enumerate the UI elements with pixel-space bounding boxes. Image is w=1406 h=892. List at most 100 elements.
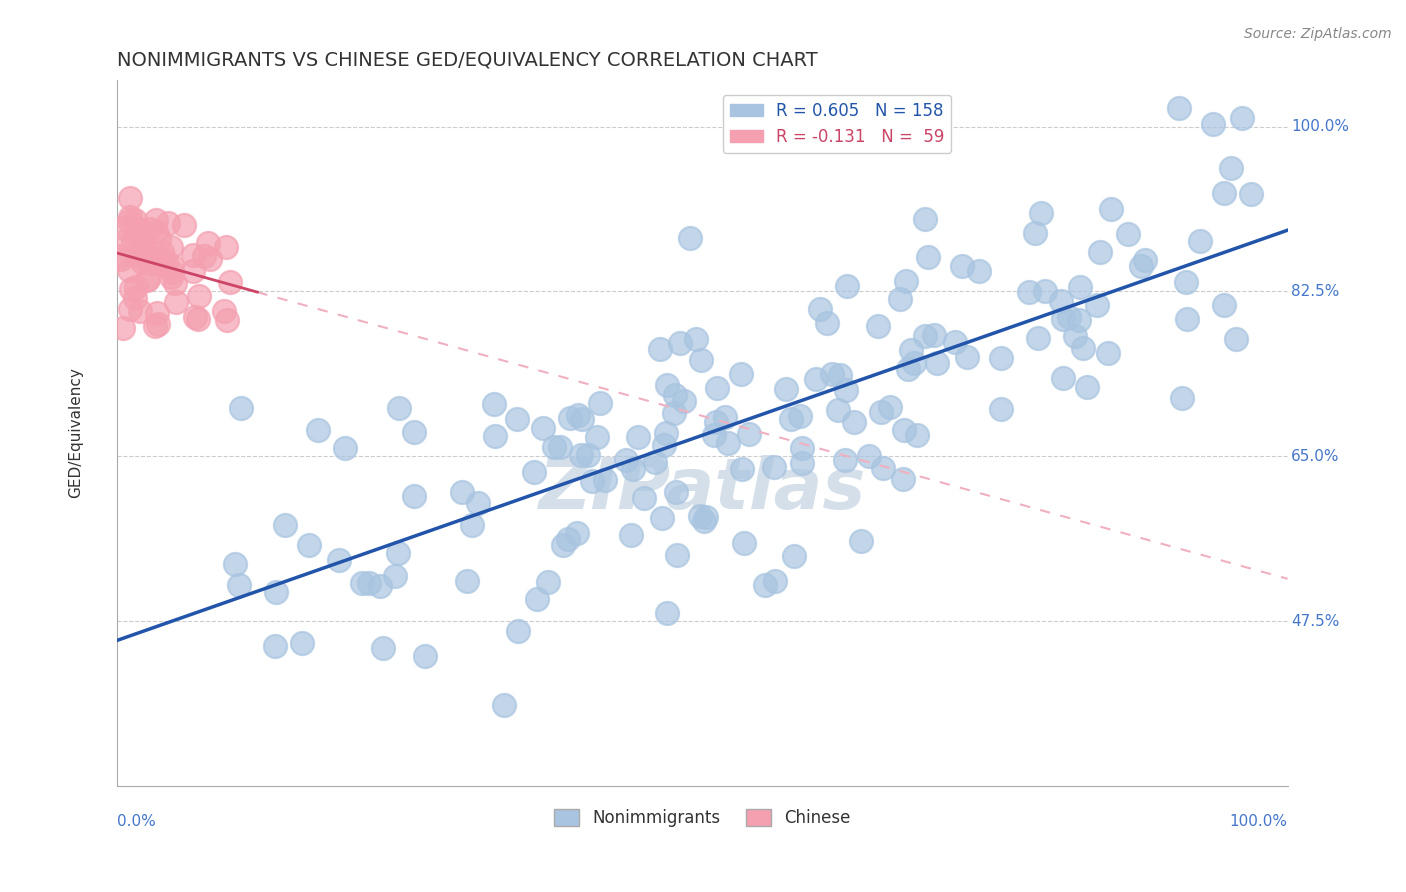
- Point: [806, 371, 828, 385]
- Point: [157, 216, 180, 230]
- Point: [685, 332, 707, 346]
- Point: [1057, 310, 1080, 325]
- Point: [956, 350, 979, 364]
- Point: [917, 250, 939, 264]
- Point: [780, 412, 803, 426]
- Point: [733, 536, 755, 550]
- Point: [844, 415, 866, 429]
- Point: [626, 430, 648, 444]
- Point: [567, 408, 589, 422]
- Point: [1225, 333, 1247, 347]
- Point: [1220, 161, 1243, 176]
- Point: [1232, 111, 1254, 125]
- Point: [621, 462, 644, 476]
- Point: [664, 388, 686, 402]
- Point: [1240, 187, 1263, 202]
- Point: [145, 212, 167, 227]
- Point: [307, 423, 329, 437]
- Point: [808, 301, 831, 316]
- Point: [198, 252, 221, 267]
- Point: [111, 221, 134, 235]
- Point: [333, 441, 356, 455]
- Point: [264, 639, 287, 653]
- Point: [763, 459, 786, 474]
- Point: [950, 259, 973, 273]
- Point: [633, 491, 655, 506]
- Point: [1170, 391, 1192, 405]
- Point: [905, 427, 928, 442]
- Point: [371, 640, 394, 655]
- Point: [110, 252, 132, 267]
- Point: [1189, 234, 1212, 248]
- Point: [197, 235, 219, 250]
- Point: [870, 405, 893, 419]
- Point: [1202, 117, 1225, 131]
- Point: [173, 218, 195, 232]
- Point: [125, 249, 148, 263]
- Point: [228, 578, 250, 592]
- Point: [815, 316, 838, 330]
- Point: [120, 191, 142, 205]
- Point: [155, 253, 177, 268]
- Point: [693, 514, 716, 528]
- Point: [914, 329, 936, 343]
- Point: [990, 402, 1012, 417]
- Text: Source: ZipAtlas.com: Source: ZipAtlas.com: [1244, 27, 1392, 41]
- Point: [136, 273, 159, 287]
- Point: [827, 402, 849, 417]
- Point: [160, 269, 183, 284]
- Point: [775, 382, 797, 396]
- Point: [143, 319, 166, 334]
- Point: [219, 275, 242, 289]
- Point: [1026, 331, 1049, 345]
- Point: [713, 410, 735, 425]
- Point: [704, 415, 727, 429]
- Point: [136, 247, 159, 261]
- Point: [644, 455, 666, 469]
- Point: [891, 472, 914, 486]
- Point: [298, 538, 321, 552]
- Point: [543, 441, 565, 455]
- Point: [903, 356, 925, 370]
- Point: [695, 510, 717, 524]
- Point: [387, 546, 409, 560]
- Point: [567, 525, 589, 540]
- Point: [124, 291, 146, 305]
- Point: [894, 274, 917, 288]
- Point: [783, 549, 806, 563]
- Point: [1052, 312, 1074, 326]
- Point: [648, 342, 671, 356]
- Text: ZIPatlas: ZIPatlas: [538, 455, 866, 524]
- Point: [1133, 252, 1156, 267]
- Point: [893, 424, 915, 438]
- Point: [834, 453, 856, 467]
- Point: [150, 258, 173, 272]
- Point: [619, 528, 641, 542]
- Point: [655, 426, 678, 441]
- Point: [558, 410, 581, 425]
- Point: [150, 244, 173, 259]
- Point: [187, 289, 209, 303]
- Point: [821, 367, 844, 381]
- Point: [595, 473, 617, 487]
- Point: [790, 441, 813, 455]
- Point: [217, 312, 239, 326]
- Point: [586, 430, 609, 444]
- Point: [120, 211, 142, 225]
- Point: [125, 280, 148, 294]
- Point: [581, 475, 603, 489]
- Point: [129, 303, 152, 318]
- Point: [451, 485, 474, 500]
- Point: [384, 569, 406, 583]
- Point: [134, 237, 156, 252]
- Point: [461, 518, 484, 533]
- Point: [589, 395, 612, 409]
- Point: [1050, 293, 1073, 308]
- Point: [273, 518, 295, 533]
- Point: [138, 254, 160, 268]
- Point: [145, 224, 167, 238]
- Point: [494, 698, 516, 712]
- Point: [679, 231, 702, 245]
- Point: [1076, 380, 1098, 394]
- Point: [1033, 284, 1056, 298]
